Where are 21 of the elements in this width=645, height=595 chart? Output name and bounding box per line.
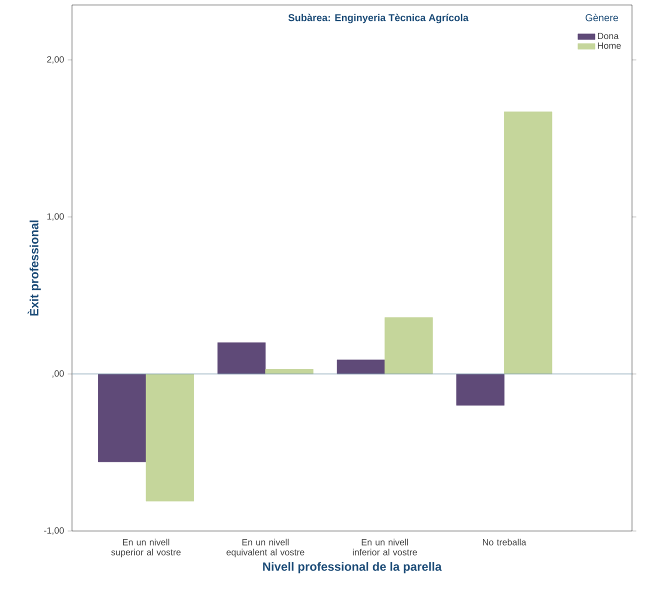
bar bbox=[336, 360, 386, 374]
y-tick-label: ,00 bbox=[52, 370, 64, 378]
y-tick-label: -1,00 bbox=[44, 527, 64, 535]
y-axis-title: Èxit professional bbox=[28, 220, 41, 316]
bar bbox=[98, 374, 146, 462]
x-tick-label: En un nivell equivalent al vostre bbox=[226, 538, 304, 558]
bar bbox=[217, 342, 266, 374]
y-tick-label: 2,00 bbox=[47, 56, 64, 64]
bar bbox=[384, 317, 433, 374]
x-tick-label: No treballa bbox=[482, 538, 526, 546]
bar bbox=[146, 374, 194, 502]
bar bbox=[456, 374, 504, 406]
text: Subàrea: Enginyeria Tècnica Agrícola bbox=[288, 14, 469, 24]
x-tick-label: En un nivell inferior al vostre bbox=[352, 538, 417, 556]
x-tick-label: En un nivell superior al vostre bbox=[111, 538, 181, 558]
y-tick-label: 1,00 bbox=[47, 213, 64, 221]
legend-label: Dona bbox=[598, 32, 619, 40]
x-axis-title: Nivell professional de la parella bbox=[263, 562, 442, 574]
legend-label: Home bbox=[598, 42, 621, 49]
bar bbox=[504, 112, 552, 374]
legend-title: Gènere bbox=[586, 14, 618, 22]
